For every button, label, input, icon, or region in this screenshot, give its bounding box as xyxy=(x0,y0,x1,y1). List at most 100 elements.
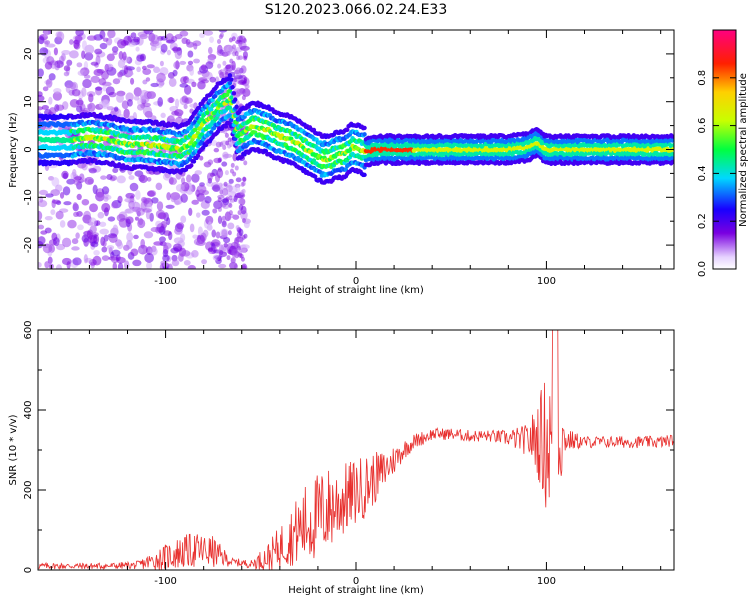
heat-cell xyxy=(81,87,87,97)
heat-cell xyxy=(155,220,162,228)
heat-cell xyxy=(179,83,189,88)
heat-cell xyxy=(136,104,145,111)
heat-cell xyxy=(231,65,236,71)
heat-cell xyxy=(55,184,63,192)
heat-cell xyxy=(56,31,65,42)
heat-cell xyxy=(176,222,185,230)
heat-cell xyxy=(125,216,134,224)
heat-cell xyxy=(89,217,97,227)
heat-cell xyxy=(239,244,247,253)
heat-cell xyxy=(86,103,93,110)
heat-cell xyxy=(62,186,71,196)
heat-cell xyxy=(217,63,222,69)
heat-cell xyxy=(63,65,71,72)
heat-cell xyxy=(209,129,214,135)
heat-cell xyxy=(123,64,129,75)
heat-cell xyxy=(227,73,233,78)
heat-cell xyxy=(222,202,227,208)
heat-cell xyxy=(192,234,198,239)
heat-cell xyxy=(166,49,172,56)
heat-cell xyxy=(149,212,154,222)
heat-cell xyxy=(116,241,124,250)
heat-cell xyxy=(207,221,213,230)
heat-cell xyxy=(237,210,242,216)
snr-frame xyxy=(37,329,675,571)
heat-cell xyxy=(127,42,136,47)
heat-cell xyxy=(219,141,224,147)
heat-cell xyxy=(191,173,200,183)
heat-cell xyxy=(38,94,45,102)
heat-cell xyxy=(75,30,84,37)
heat-cell xyxy=(122,51,127,61)
heat-cell xyxy=(239,237,244,243)
heat-cell xyxy=(105,86,115,96)
heat-cell xyxy=(168,177,178,185)
y-tick-label: 0 xyxy=(23,567,34,573)
heat-cell xyxy=(42,243,52,248)
heat-cell xyxy=(209,107,214,112)
heat-cell xyxy=(186,174,192,183)
heat-cell xyxy=(362,132,367,137)
heat-cell xyxy=(141,196,148,203)
heat-cell xyxy=(75,232,80,239)
heat-cell xyxy=(102,37,109,42)
spectrogram-xlabel: Height of straight line (km) xyxy=(288,285,424,296)
heat-cell xyxy=(207,159,214,165)
snr-xlabel: Height of straight line (km) xyxy=(288,585,424,596)
heat-cell xyxy=(106,53,115,62)
heat-cell xyxy=(73,39,80,49)
heat-cell xyxy=(242,38,247,44)
heat-cell xyxy=(201,79,209,84)
heat-cell xyxy=(224,170,229,176)
heat-cell xyxy=(193,238,202,246)
heat-cell xyxy=(223,181,228,187)
heat-cell xyxy=(226,50,231,56)
heat-cell xyxy=(136,54,145,62)
heat-cell xyxy=(55,104,65,111)
heat-cell xyxy=(130,248,139,257)
heat-cell xyxy=(179,60,187,65)
heat-cell xyxy=(150,115,157,121)
heat-cell xyxy=(66,59,73,66)
heat-cell xyxy=(223,237,231,244)
heat-cell xyxy=(187,148,193,154)
heat-cell xyxy=(217,157,222,163)
heat-cell xyxy=(127,98,133,107)
heat-cell xyxy=(137,247,144,254)
y-tick-label: 10 xyxy=(23,95,34,108)
heat-cell xyxy=(162,254,170,262)
heat-cell xyxy=(55,264,63,269)
heat-cell xyxy=(117,59,126,68)
heat-cell xyxy=(43,30,49,38)
heat-cell xyxy=(142,106,153,117)
heat-cell xyxy=(40,230,48,235)
heat-cell xyxy=(134,216,139,221)
heat-cell xyxy=(227,230,232,236)
heat-cell xyxy=(227,80,233,86)
heat-cell xyxy=(99,221,107,227)
heat-cell xyxy=(219,189,224,195)
heat-cell xyxy=(99,42,108,50)
heat-cell xyxy=(223,129,228,135)
heat-cell xyxy=(61,237,72,248)
heat-cell xyxy=(171,259,180,267)
heat-cell xyxy=(103,234,109,242)
heat-cell xyxy=(209,36,214,43)
heat-cell xyxy=(159,212,166,220)
heat-cell xyxy=(42,86,49,92)
heat-cell xyxy=(84,52,94,61)
heat-cell xyxy=(81,40,88,51)
heat-cell xyxy=(201,209,210,216)
heat-cell xyxy=(222,144,227,150)
heat-cell xyxy=(207,247,213,252)
y-tick-label: 200 xyxy=(23,480,34,499)
heat-cell xyxy=(177,112,182,119)
heat-cell xyxy=(166,217,171,226)
heat-cell xyxy=(238,42,243,48)
heat-cell xyxy=(82,78,92,89)
heat-cell xyxy=(101,255,110,262)
colorbar-tick-label: 0.4 xyxy=(697,165,708,181)
heat-cell xyxy=(125,92,134,102)
heat-cell xyxy=(111,201,119,209)
